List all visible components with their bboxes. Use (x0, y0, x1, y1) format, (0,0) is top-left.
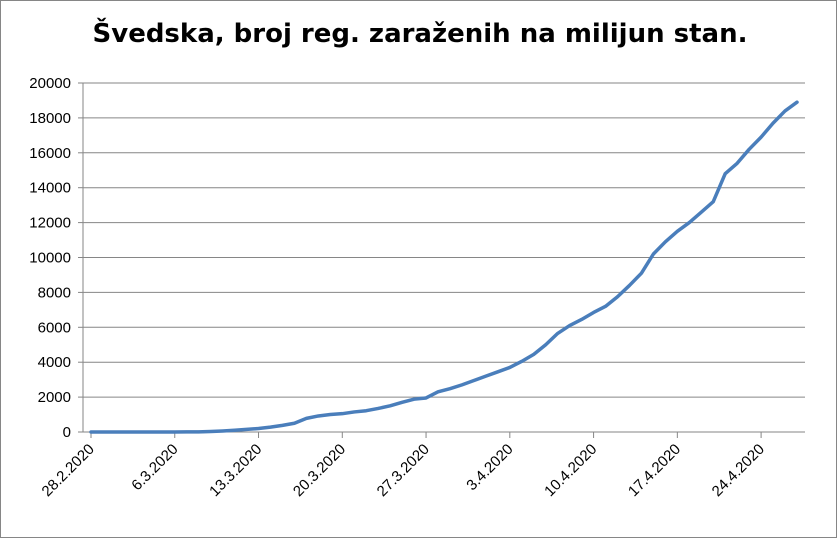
y-tick-label: 2000 (38, 389, 71, 406)
y-tick-label: 20000 (29, 75, 71, 92)
chart-title: Švedska, broj reg. zaraženih na milijun … (93, 17, 748, 49)
y-tick-label: 6000 (38, 319, 71, 336)
y-tick-label: 0 (63, 424, 71, 441)
y-tick-label: 14000 (29, 180, 71, 197)
data-line (89, 100, 799, 434)
y-tick-label: 12000 (29, 215, 71, 232)
y-tick-label: 4000 (38, 354, 71, 371)
y-tick-label: 18000 (29, 110, 71, 127)
y-tick-label: 10000 (29, 250, 71, 267)
y-tick-label: 16000 (29, 145, 71, 162)
y-tick-label: 8000 (38, 284, 71, 301)
